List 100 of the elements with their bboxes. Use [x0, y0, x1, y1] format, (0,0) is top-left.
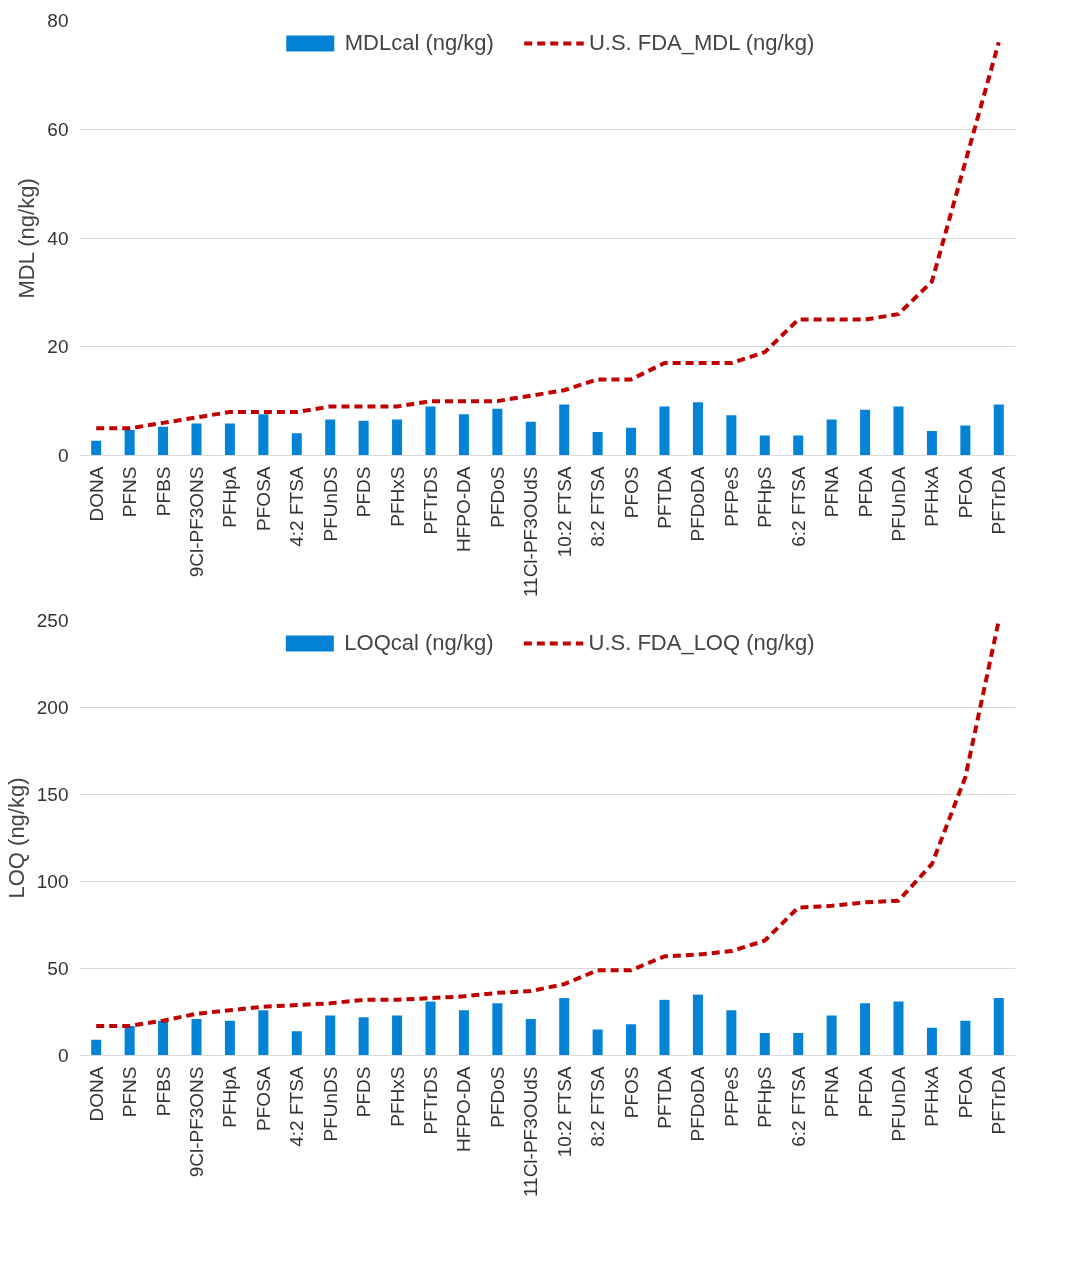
x-tick-label: PFOS [620, 1066, 642, 1119]
bar [492, 1003, 503, 1056]
x-tick-label: 9Cl-PF3ONS [186, 1066, 207, 1178]
bar [626, 427, 637, 456]
x-tick-label: PFTrDA [988, 466, 1010, 535]
bar [191, 423, 202, 456]
bar [124, 1025, 135, 1056]
x-tick-label: 4:2 FTSA [286, 466, 308, 547]
y-tick-label: 0 [57, 445, 69, 466]
bar [659, 999, 670, 1056]
x-tick-label: DONA [85, 466, 107, 522]
x-tick-label: PFHpA [219, 466, 241, 528]
x-tick-label: HFPO-DA [453, 1066, 475, 1152]
x-tick-label: PFDA [854, 1066, 876, 1118]
bar [358, 420, 369, 456]
bar [793, 1032, 804, 1056]
x-tick-label: PFPeS [720, 1066, 742, 1127]
x-tick-label: 10:2 FTSA [553, 1066, 575, 1158]
x-tick-label: PFPeS [720, 466, 742, 527]
bar [726, 415, 737, 456]
x-tick-label: PFDoS [486, 466, 508, 528]
bar [826, 1015, 837, 1056]
x-tick-label: PFDA [854, 466, 876, 518]
x-tick-label: PFTDA [654, 466, 675, 529]
x-tick-label: PFOSA [252, 1066, 274, 1131]
bar [191, 1018, 202, 1056]
bar [525, 421, 536, 456]
x-tick-label: 11Cl-PF3OUdS [520, 466, 542, 598]
line-series [94, 620, 1001, 1028]
bar [392, 419, 403, 456]
bar [692, 402, 703, 456]
bar [492, 408, 503, 456]
x-tick-label: 10:2 FTSA [553, 466, 575, 558]
bar [258, 414, 269, 456]
y-tick-label: 250 [36, 610, 69, 631]
bar [826, 419, 837, 456]
bar [158, 1020, 169, 1056]
x-tick-label: PFHpS [754, 1066, 776, 1128]
bar [592, 432, 603, 456]
bar [893, 406, 904, 456]
x-tick-label: 9Cl-PF3ONS [186, 466, 207, 578]
x-tick-label: PFBS [152, 466, 174, 517]
x-tick-label: DONA [85, 1066, 107, 1122]
x-tick-label: PFNA [821, 466, 843, 518]
x-tick-label: 6:2 FTSA [787, 1066, 809, 1147]
x-tick-label: PFUnDA [888, 466, 909, 542]
legend-label: LOQcal (ng/kg) [344, 630, 494, 656]
bar [158, 426, 169, 456]
x-tick-label: 4:2 FTSA [286, 1066, 308, 1147]
bar [793, 435, 804, 456]
x-tick-label: PFHpS [754, 466, 776, 528]
bar [626, 1024, 637, 1056]
legend-label: MDLcal (ng/kg) [344, 30, 494, 56]
bar [993, 998, 1004, 1056]
y-tick-label: 20 [47, 336, 69, 358]
x-tick-label: 6:2 FTSA [787, 466, 809, 547]
bar [224, 1020, 235, 1056]
x-tick-label: PFHxA [921, 1066, 943, 1127]
bar [358, 1017, 369, 1056]
bar [525, 1018, 536, 1056]
x-tick-label: PFUnDS [319, 1066, 341, 1142]
y-tick-label: 150 [36, 784, 69, 805]
bar [91, 440, 102, 456]
bar [325, 419, 336, 456]
bar [759, 435, 770, 456]
x-tick-label: 8:2 FTSA [587, 1066, 609, 1147]
x-tick-label: PFHxS [386, 466, 408, 527]
x-tick-label: PFOSA [252, 466, 274, 531]
bar [592, 1029, 603, 1056]
bar [559, 404, 570, 456]
bar [926, 431, 937, 456]
bar [258, 1010, 269, 1056]
x-tick-label: HFPO-DA [453, 466, 475, 552]
x-tick-label: PFHpA [219, 1066, 241, 1128]
bar [291, 433, 302, 456]
legend-label: U.S. FDA_MDL (ng/kg) [588, 30, 815, 56]
bar [659, 406, 670, 456]
bar [860, 409, 871, 456]
x-tick-label: PFTrDA [988, 1066, 1010, 1135]
bar [960, 425, 971, 456]
bar [726, 1010, 737, 1056]
bar [325, 1015, 336, 1056]
y-axis-title: LOQ (ng/kg) [3, 777, 29, 899]
x-tick-label: PFNA [821, 1066, 843, 1118]
x-tick-label: PFHxA [921, 466, 943, 527]
bar [425, 1001, 436, 1056]
bar [960, 1020, 971, 1056]
y-tick-label: 80 [47, 10, 69, 31]
x-tick-label: PFTrDS [420, 1066, 441, 1135]
bar [926, 1027, 937, 1056]
x-tick-label: PFDS [353, 466, 375, 518]
x-tick-label: PFTDA [654, 1066, 675, 1129]
x-tick-label: PFHxS [386, 1066, 408, 1127]
bar [893, 1001, 904, 1056]
y-tick-label: 40 [47, 227, 69, 249]
bar [392, 1015, 403, 1056]
bar [993, 404, 1004, 456]
x-tick-label: PFTrDS [420, 466, 441, 535]
bar [860, 1003, 871, 1056]
x-tick-label: PFOA [954, 466, 976, 519]
